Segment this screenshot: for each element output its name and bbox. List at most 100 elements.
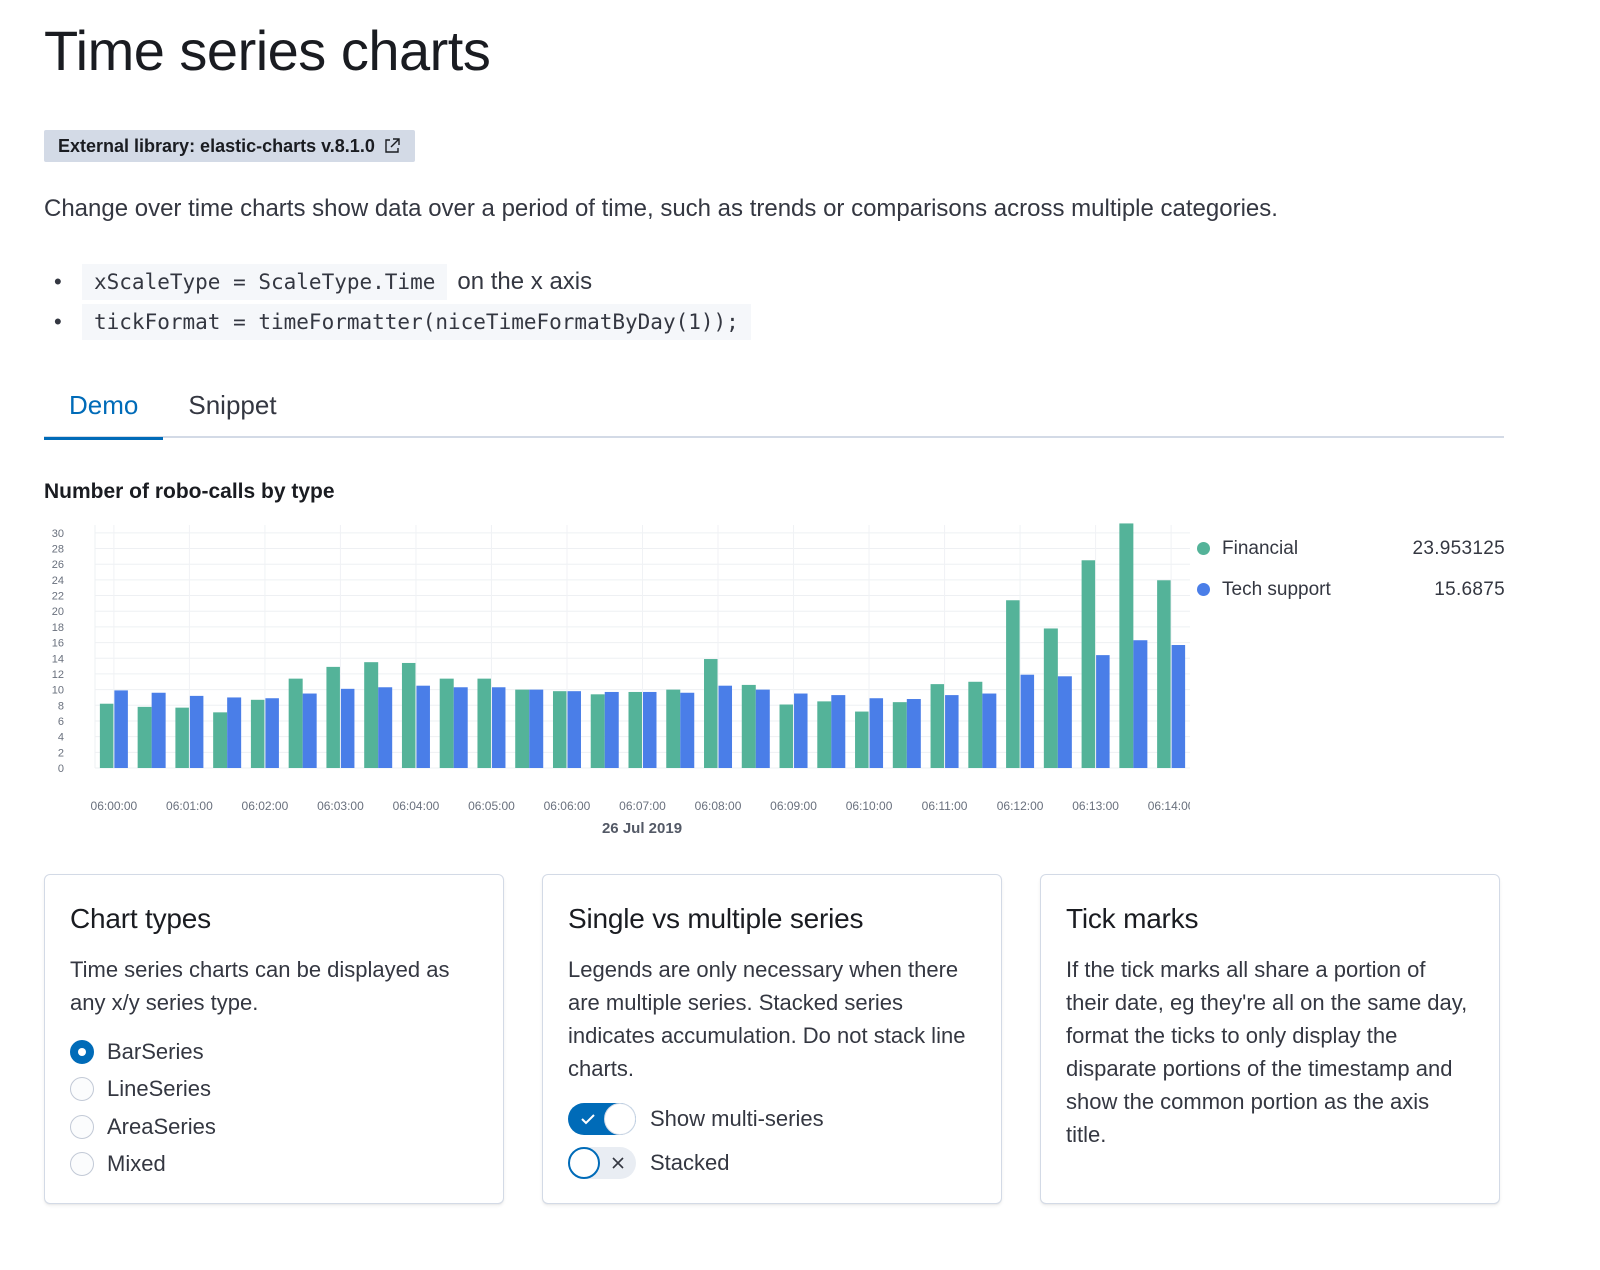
bar-tech-support xyxy=(1020,674,1035,768)
bar-tech-support xyxy=(1057,676,1072,768)
bar-financial xyxy=(213,712,228,768)
bar-tech-support xyxy=(604,691,619,768)
check-icon xyxy=(572,1103,604,1135)
bar-financial xyxy=(515,689,530,768)
x-tick-label: 06:08:00 xyxy=(695,799,742,813)
x-tick-label: 06:12:00 xyxy=(997,799,1044,813)
y-tick-label: 24 xyxy=(52,575,64,587)
switch-row-show-multi-series[interactable]: Show multi-series xyxy=(568,1097,976,1141)
x-tick-label: 06:04:00 xyxy=(393,799,440,813)
radio-checked-icon[interactable] xyxy=(70,1039,94,1064)
bar-tech-support xyxy=(1095,655,1110,768)
tab-snippet[interactable]: Snippet xyxy=(188,389,277,420)
tick-marks-panel: Tick marks If the tick marks all share a… xyxy=(1040,874,1500,1204)
radio-label: BarSeries xyxy=(107,1038,204,1064)
tab-bar: Demo Snippet xyxy=(44,372,1504,440)
bar-financial xyxy=(892,702,907,768)
bar-financial xyxy=(704,659,719,768)
tab-demo[interactable]: Demo xyxy=(44,372,164,440)
bar-financial xyxy=(1006,600,1021,768)
toggle-knob xyxy=(568,1147,600,1179)
y-tick-label: 14 xyxy=(52,653,64,665)
y-tick-label: 28 xyxy=(52,544,64,556)
x-tick-label: 06:06:00 xyxy=(544,799,591,813)
panel-description: Legends are only necessary when there ar… xyxy=(568,957,966,1081)
toggle-knob xyxy=(604,1103,636,1135)
bar-tech-support xyxy=(718,685,733,768)
x-tick-label: 06:00:00 xyxy=(91,799,138,813)
external-link-icon xyxy=(383,137,401,155)
switch-row-stacked[interactable]: Stacked xyxy=(568,1141,976,1185)
external-library-badge[interactable]: External library: elastic-charts v.8.1.0 xyxy=(44,130,415,162)
bar-financial xyxy=(1043,628,1058,768)
bar-financial xyxy=(99,703,114,768)
bar-financial xyxy=(968,681,983,768)
bar-financial xyxy=(364,662,379,768)
radio-option-barseries[interactable]: BarSeries xyxy=(70,1033,478,1071)
chart-title: Number of robo-calls by type xyxy=(44,480,335,503)
code-snippet: tickFormat = timeFormatter(niceTimeForma… xyxy=(82,304,751,340)
bar-tech-support xyxy=(415,685,430,768)
stacked-toggle[interactable] xyxy=(568,1147,636,1179)
bar-financial xyxy=(401,662,416,768)
series-panel: Single vs multiple series Legends are on… xyxy=(542,874,1002,1204)
bar-financial xyxy=(326,666,341,768)
bar-financial xyxy=(439,678,454,768)
bar-financial xyxy=(817,701,832,768)
bar-tech-support xyxy=(906,699,921,768)
radio-label: LineSeries xyxy=(107,1076,211,1102)
bar-tech-support xyxy=(566,691,581,768)
x-tick-label: 06:10:00 xyxy=(846,799,893,813)
y-tick-label: 8 xyxy=(58,700,64,712)
legend-label: Financial xyxy=(1222,537,1299,559)
bar-tech-support xyxy=(1133,640,1148,768)
list-item: • tickFormat = timeFormatter(niceTimeFor… xyxy=(44,302,751,342)
legend-swatch-icon xyxy=(1197,542,1210,555)
y-tick-label: 0 xyxy=(58,763,64,775)
panel-title: Tick marks xyxy=(1066,903,1199,934)
y-tick-label: 10 xyxy=(52,685,64,697)
y-tick-label: 26 xyxy=(52,559,64,571)
bar-tech-support xyxy=(869,698,884,768)
radio-unchecked-icon[interactable] xyxy=(70,1077,94,1102)
x-axis-title: 26 Jul 2019 xyxy=(602,820,682,837)
bar-financial xyxy=(1157,580,1172,768)
bar-tech-support xyxy=(642,691,657,768)
y-tick-label: 2 xyxy=(58,747,64,759)
chart-type-radio-group: BarSeries LineSeries AreaSeries Mixed xyxy=(70,1033,478,1183)
bar-tech-support xyxy=(680,692,695,768)
legend-item-financial[interactable]: Financial 23.953125 xyxy=(1195,528,1505,569)
intro-text: Change over time charts show data over a… xyxy=(44,195,1278,222)
radio-unchecked-icon[interactable] xyxy=(70,1114,94,1139)
bar-financial xyxy=(779,704,794,768)
radio-option-mixed[interactable]: Mixed xyxy=(70,1146,478,1184)
legend-item-tech-support[interactable]: Tech support 15.6875 xyxy=(1195,569,1505,610)
legend-value: 15.6875 xyxy=(1434,578,1505,600)
y-tick-label: 18 xyxy=(52,622,64,634)
radio-unchecked-icon[interactable] xyxy=(70,1152,94,1177)
radio-label: AreaSeries xyxy=(107,1113,216,1139)
bar-tech-support xyxy=(944,695,959,768)
bar-financial xyxy=(250,699,265,768)
legend-value: 23.953125 xyxy=(1412,537,1505,559)
bar-tech-support xyxy=(793,693,808,768)
cross-icon xyxy=(602,1147,634,1179)
bar-financial xyxy=(741,684,756,768)
bar-financial xyxy=(855,711,870,768)
bar-tech-support xyxy=(113,690,128,768)
badge-label: External library: elastic-charts v.8.1.0 xyxy=(58,135,375,156)
bar-financial xyxy=(590,694,605,768)
bar-financial xyxy=(666,689,681,768)
bar-tech-support xyxy=(1171,645,1186,768)
x-tick-label: 06:05:00 xyxy=(468,799,515,813)
panel-description: If the tick marks all share a portion of… xyxy=(1066,957,1468,1147)
radio-option-areaseries[interactable]: AreaSeries xyxy=(70,1108,478,1146)
bar-financial xyxy=(477,678,492,768)
show-multi-series-toggle[interactable] xyxy=(568,1103,636,1135)
panel-description: Time series charts can be displayed as a… xyxy=(70,957,450,1015)
radio-option-lineseries[interactable]: LineSeries xyxy=(70,1071,478,1109)
panel-title: Single vs multiple series xyxy=(568,903,864,934)
bar-tech-support xyxy=(491,687,506,768)
y-tick-label: 30 xyxy=(52,528,64,540)
